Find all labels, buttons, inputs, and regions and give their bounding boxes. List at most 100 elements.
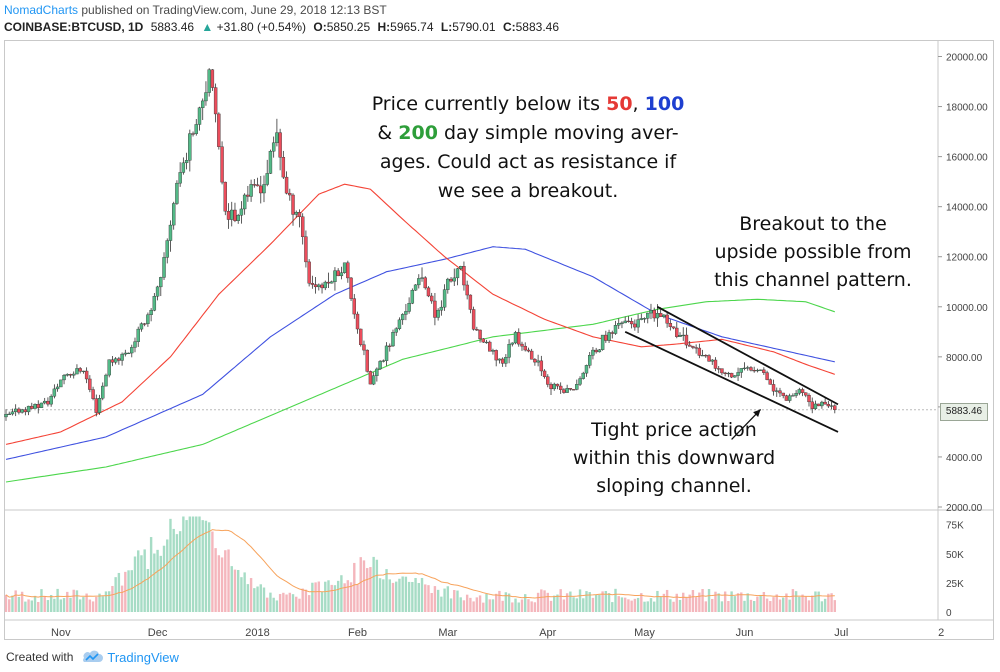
volume-bar (614, 588, 617, 612)
publish-info: NomadCharts published on TradingView.com… (4, 2, 994, 18)
chart-frame[interactable] (4, 40, 994, 640)
volume-bar (14, 590, 17, 612)
candle-body (165, 240, 169, 258)
volume-bar (298, 598, 301, 612)
volume-bar (349, 582, 353, 612)
candle-body (159, 277, 163, 288)
candle-body (697, 347, 702, 356)
volume-bar (98, 593, 101, 612)
price-chart[interactable]: 20000.00 18000.00 16000.00 14000.00 12000.00… (0, 0, 1000, 640)
candle-body (420, 277, 424, 279)
candle-body (713, 359, 718, 369)
volume-bar (798, 596, 801, 612)
volume-bar (630, 600, 633, 612)
candle-body (820, 401, 824, 407)
volume-bar (556, 594, 559, 612)
sma50-label: 50 (606, 93, 633, 115)
volume-bar (185, 520, 188, 612)
volume-bar (124, 571, 127, 612)
volume-bar (336, 580, 340, 612)
volume-bar (530, 601, 533, 612)
volume-bar (585, 591, 588, 612)
y-tick-label: 10000.00 (946, 303, 988, 314)
symbol-label[interactable]: COINBASE:BTCUSD, 1D (4, 20, 144, 34)
volume-bar (369, 567, 372, 612)
y-tick-label: 8000.00 (946, 353, 983, 364)
volume-tick-label: 0 (946, 608, 952, 619)
volume-bar (95, 596, 98, 612)
candle-body (236, 215, 240, 221)
candle-body (455, 268, 460, 279)
volume-bar (53, 598, 56, 612)
volume-bar (224, 550, 227, 612)
volume-bar (782, 597, 785, 612)
volume-tick-label: 25K (946, 579, 964, 590)
volume-bar (56, 588, 59, 612)
candle-body (617, 323, 621, 326)
candle-body (655, 313, 660, 319)
candle-body (52, 388, 57, 397)
ohlc-line: COINBASE:BTCUSD, 1D 5883.46 ▲ +31.80 (+0… (4, 18, 994, 36)
volume-bar (37, 601, 40, 612)
candle-body (333, 270, 337, 282)
tradingview-cloud-icon[interactable] (81, 650, 104, 664)
candle-body (123, 352, 128, 355)
volume-bar (740, 592, 743, 612)
candle-body (433, 300, 437, 318)
candle-body (494, 350, 498, 361)
volume-bar (207, 522, 211, 612)
x-tick-label: Feb (348, 627, 367, 639)
candle-body (113, 358, 118, 363)
volume-bar (391, 582, 395, 612)
candle-body (388, 345, 392, 347)
candle-body (636, 319, 640, 328)
footer: Created with TradingView (0, 642, 1000, 672)
volume-bar (536, 592, 540, 612)
volume-bar (459, 597, 462, 612)
volume-bar (30, 600, 33, 612)
author-link[interactable]: NomadCharts (4, 3, 79, 17)
current-price-tag: 5883.46 (940, 403, 988, 421)
candle-body (288, 192, 292, 196)
volume-bar (569, 591, 572, 612)
candle-body (397, 319, 402, 329)
volume-bar (378, 578, 382, 612)
candle-body (571, 389, 576, 391)
candle-body (62, 375, 66, 381)
candle-body (365, 349, 369, 372)
candle-body (378, 361, 382, 370)
candle-body (78, 368, 82, 372)
candle-body (191, 133, 195, 135)
candle-body (391, 332, 395, 347)
volume-bar (727, 601, 730, 612)
candle-body (475, 329, 479, 331)
candle-body (91, 389, 95, 399)
volume-bar (88, 599, 92, 612)
volume-bar (604, 591, 608, 612)
candle-body (488, 341, 492, 352)
volume-bar (672, 601, 675, 612)
candle-body (723, 372, 727, 374)
candle-body (359, 328, 363, 345)
volume-bar (524, 594, 527, 612)
volume-bar (198, 516, 201, 612)
volume-bar (375, 559, 379, 612)
close-label: C: (502, 20, 516, 34)
candle-body (462, 266, 466, 286)
candle-body (339, 272, 344, 277)
volume-bar (682, 592, 685, 612)
volume-bar (275, 600, 279, 612)
candle-body (452, 277, 456, 282)
chart-header: NomadCharts published on TradingView.com… (4, 2, 994, 36)
candle-body (639, 318, 644, 320)
volume-bar (823, 598, 827, 612)
candle-body (726, 372, 731, 375)
candle-body (120, 353, 124, 361)
candle-body (465, 284, 469, 296)
volume-bar (720, 601, 724, 612)
candle-body (168, 224, 173, 241)
tradingview-brand[interactable]: TradingView (107, 649, 179, 665)
candle-body (175, 182, 179, 204)
candle-body (213, 87, 218, 115)
volume-bar (730, 591, 733, 612)
